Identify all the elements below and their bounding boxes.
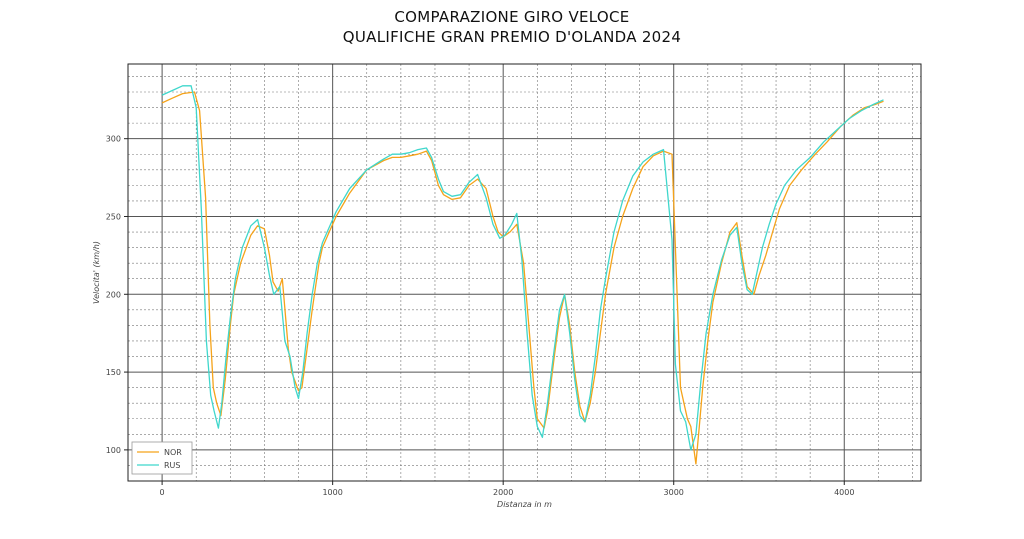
y-tick-label: 100 [106,446,121,455]
x-tick-label: 3000 [664,488,684,497]
x-tick-label: 2000 [493,488,513,497]
x-tick-label: 0 [160,488,165,497]
legend-box [131,441,193,475]
y-axis-label: Velocita' (km/h) [92,241,101,304]
legend-label-nor: NOR [164,448,182,457]
minor-grid [127,64,921,481]
axis-ticks: 0 1000 2000 3000 4000 100 150 200 250 300 [106,135,855,497]
plot-frame [127,63,922,482]
series-line-rus [161,85,884,451]
legend-label-rus: RUS [164,461,181,470]
x-tick-label: 4000 [834,488,854,497]
chart-title-line2: QUALIFICHE GRAN PREMIO D'OLANDA 2024 [342,28,682,46]
legend: NOR RUS [131,441,193,475]
chart-title-line1: COMPARAZIONE GIRO VELOCE [394,8,630,26]
x-axis-label: Distanza in m [497,500,552,509]
series-lines [161,85,884,465]
y-tick-label: 150 [106,368,121,377]
y-tick-label: 250 [106,212,121,221]
y-tick-label: 200 [106,290,121,299]
y-tick-label: 300 [106,135,121,144]
x-tick-label: 1000 [322,488,342,497]
